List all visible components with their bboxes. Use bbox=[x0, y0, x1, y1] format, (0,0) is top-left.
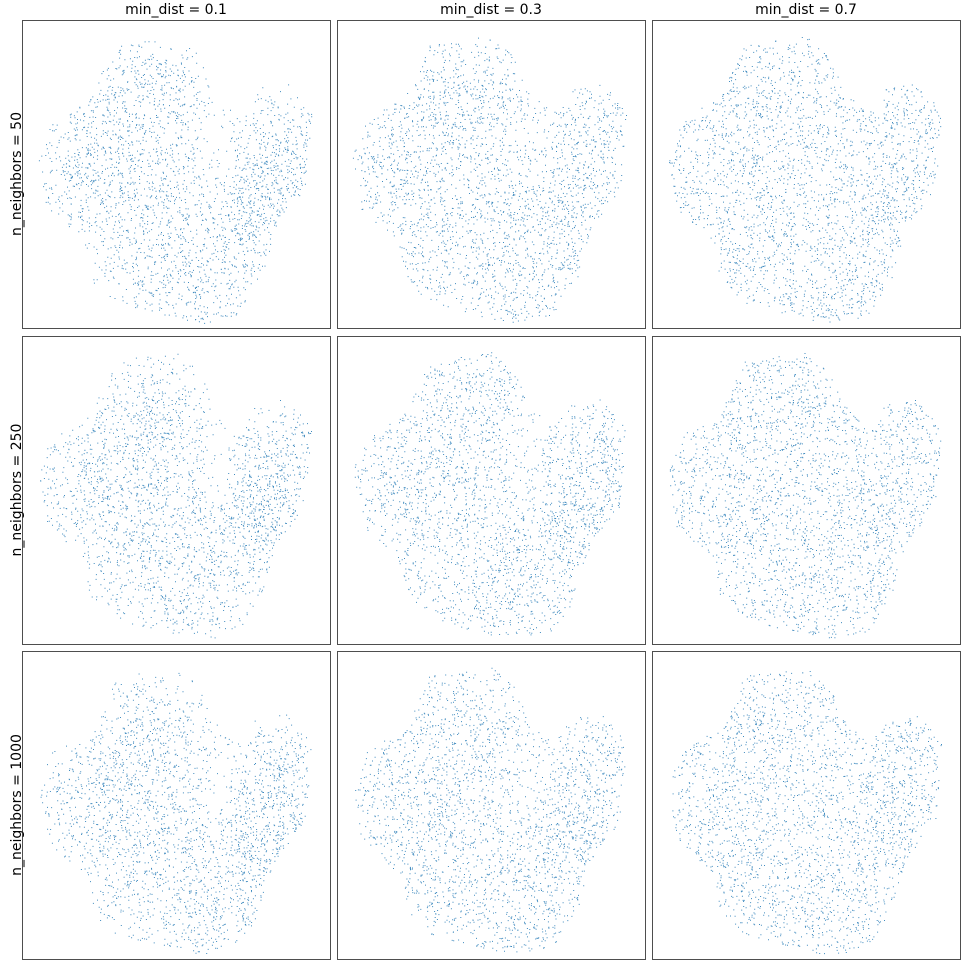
scatter-marks bbox=[355, 667, 626, 953]
column-title-min-dist-0-1: min_dist = 0.1 bbox=[125, 2, 227, 18]
column-title-min-dist-0-3: min_dist = 0.3 bbox=[440, 2, 542, 18]
panel-nn1000-md0-1 bbox=[22, 651, 331, 960]
panel-frame bbox=[652, 336, 961, 645]
scatter-points bbox=[38, 41, 313, 324]
panel-frame bbox=[337, 651, 646, 960]
scatter-marks bbox=[354, 352, 626, 636]
panel-nn50-md0-1 bbox=[22, 20, 331, 329]
scatter-marks bbox=[669, 353, 942, 639]
column-title-min-dist-0-7: min_dist = 0.7 bbox=[755, 2, 857, 18]
panel-frame bbox=[22, 336, 331, 645]
scatter-points bbox=[355, 667, 626, 953]
scatter-marks bbox=[669, 37, 942, 323]
scatter-points bbox=[672, 671, 942, 955]
scatter-marks bbox=[672, 671, 942, 955]
scatter-marks bbox=[40, 353, 312, 639]
panel-nn250-md0-3 bbox=[337, 336, 646, 645]
scatter-marks bbox=[352, 37, 627, 323]
panel-frame bbox=[652, 20, 961, 329]
panel-frame bbox=[22, 20, 331, 329]
panel-nn250-md0-7 bbox=[652, 336, 961, 645]
scatter-points bbox=[40, 353, 312, 639]
panel-nn1000-md0-7 bbox=[652, 651, 961, 960]
scatter-points bbox=[669, 353, 942, 639]
panel-nn1000-md0-3 bbox=[337, 651, 646, 960]
panel-nn250-md0-1 bbox=[22, 336, 331, 645]
scatter-points bbox=[352, 37, 627, 323]
scatter-marks bbox=[40, 672, 312, 954]
scatter-points bbox=[354, 352, 626, 636]
panel-frame bbox=[337, 336, 646, 645]
panel-nn50-md0-3 bbox=[337, 20, 646, 329]
panel-frame bbox=[22, 651, 331, 960]
panel-frame bbox=[652, 651, 961, 960]
scatter-marks bbox=[38, 41, 313, 324]
panel-frame bbox=[337, 20, 646, 329]
scatter-points bbox=[669, 37, 942, 323]
panel-nn50-md0-7 bbox=[652, 20, 961, 329]
scatter-points bbox=[40, 672, 312, 954]
